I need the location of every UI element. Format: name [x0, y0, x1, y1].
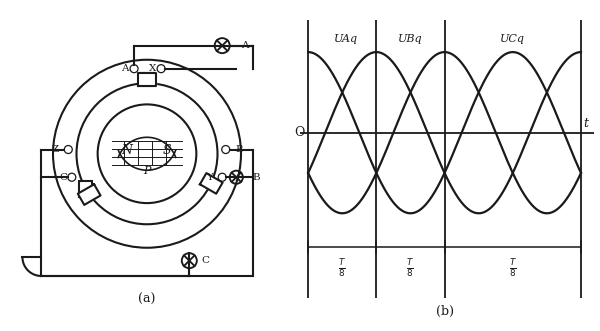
- Polygon shape: [200, 173, 223, 194]
- Text: X: X: [149, 64, 157, 73]
- Text: Y: Y: [206, 173, 213, 182]
- Text: S: S: [163, 144, 171, 157]
- Text: A: A: [241, 41, 248, 50]
- Text: $\frac{T}{8}$: $\frac{T}{8}$: [509, 257, 517, 279]
- Text: N: N: [122, 144, 133, 157]
- Text: Z: Z: [52, 145, 59, 154]
- Text: B: B: [253, 173, 260, 182]
- Text: UAq: UAq: [334, 34, 358, 44]
- Text: (b): (b): [436, 305, 454, 318]
- Text: A: A: [121, 64, 128, 73]
- Text: t: t: [584, 117, 589, 130]
- Text: B: B: [235, 145, 243, 154]
- Bar: [139, 73, 155, 86]
- Text: UBq: UBq: [398, 34, 423, 44]
- Polygon shape: [78, 184, 101, 205]
- Polygon shape: [137, 73, 157, 86]
- Text: $\frac{T}{8}$: $\frac{T}{8}$: [406, 257, 415, 279]
- Text: UCq: UCq: [500, 34, 525, 44]
- Bar: [79, 181, 92, 197]
- Text: O: O: [294, 126, 304, 139]
- Text: P: P: [143, 166, 151, 176]
- Text: $\frac{T}{8}$: $\frac{T}{8}$: [338, 257, 346, 279]
- Text: C: C: [59, 173, 67, 182]
- Text: (a): (a): [139, 293, 155, 306]
- Text: C: C: [201, 256, 209, 265]
